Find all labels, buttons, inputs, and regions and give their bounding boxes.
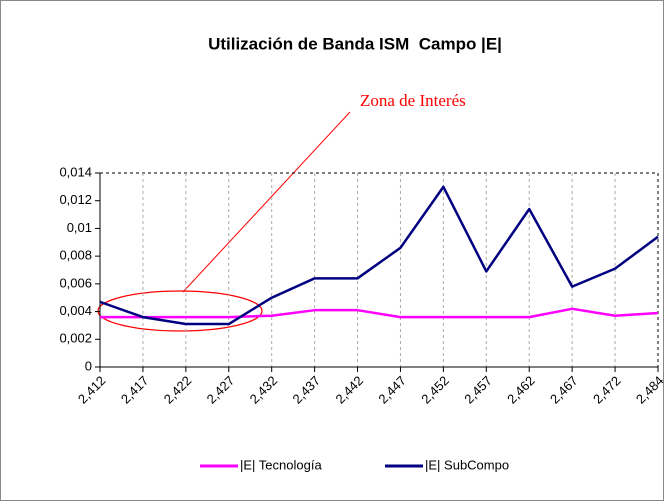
legend-label: |E| SubCompo [425, 457, 509, 472]
chart-title: Utilización de Banda ISM Campo |E| [208, 34, 502, 53]
y-tick-label: 0,002 [59, 331, 92, 346]
y-tick-label: 0,004 [59, 303, 92, 318]
annotation: Zona de Interés [360, 91, 466, 110]
series-line [100, 307, 659, 319]
legend-label: |E| Tecnología [240, 457, 322, 472]
annotation-line [182, 111, 351, 293]
y-tick-label: 0,008 [59, 248, 92, 263]
series-line [99, 185, 659, 326]
y-tick-label: 0 [85, 358, 92, 373]
y-tick-label: 0,012 [59, 192, 92, 207]
y-tick-label: 0,014 [59, 164, 92, 179]
y-tick-label: 0,006 [59, 275, 92, 290]
annotation-ellipse [97, 290, 263, 332]
y-tick-label: 0,01 [67, 220, 92, 235]
